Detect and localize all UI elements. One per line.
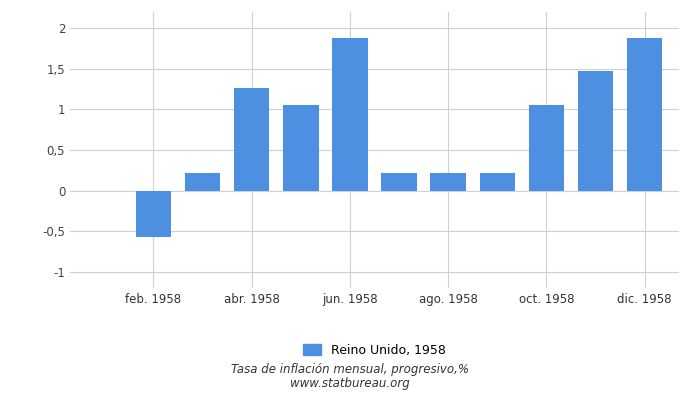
Bar: [234, 88, 270, 190]
Legend: Reino Unido, 1958: Reino Unido, 1958: [302, 344, 447, 357]
Text: www.statbureau.org: www.statbureau.org: [290, 378, 410, 390]
Bar: [332, 38, 368, 190]
Bar: [430, 173, 466, 190]
Bar: [528, 105, 564, 190]
Text: Tasa de inflación mensual, progresivo,%: Tasa de inflación mensual, progresivo,%: [231, 364, 469, 376]
Bar: [382, 173, 416, 190]
Bar: [283, 105, 318, 190]
Bar: [627, 38, 662, 190]
Bar: [480, 173, 515, 190]
Bar: [185, 173, 220, 190]
Bar: [578, 71, 613, 190]
Bar: [136, 190, 172, 237]
